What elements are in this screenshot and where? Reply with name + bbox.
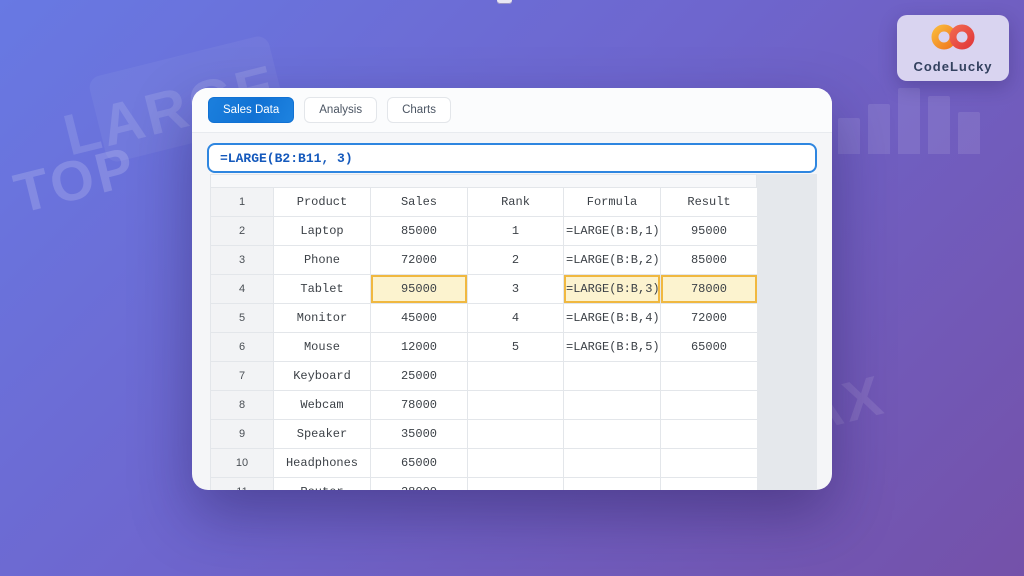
watermark-top: TOP (8, 134, 143, 225)
row-number: 2 (210, 216, 274, 246)
cell[interactable]: 4 (467, 303, 564, 333)
cell[interactable]: 2 (467, 245, 564, 275)
table-row: 8 Webcam 78000 (210, 390, 758, 420)
clipped-header-row: Product Sales Rank Formula Result (210, 174, 757, 187)
cell[interactable] (563, 361, 661, 391)
row-number: 8 (210, 390, 274, 420)
table-row: 1 Product Sales Rank Formula Result (210, 187, 758, 217)
cell[interactable]: Laptop (273, 216, 371, 246)
cell[interactable]: Formula (563, 187, 661, 217)
sheet-area: Product Sales Rank Formula Result 1 Prod… (210, 174, 817, 490)
cell[interactable] (660, 390, 758, 420)
cell[interactable]: 78000 (660, 274, 758, 304)
cell[interactable] (467, 477, 564, 490)
cell[interactable]: =LARGE(B:B,4) (563, 303, 661, 333)
cell[interactable]: Speaker (273, 419, 371, 449)
row-number: 5 (210, 303, 274, 333)
cell[interactable]: Keyboard (273, 361, 371, 391)
cell[interactable] (660, 361, 758, 391)
cell[interactable] (660, 419, 758, 449)
cell[interactable]: Product (273, 187, 371, 217)
cell[interactable]: Router (273, 477, 371, 490)
row-number: 6 (210, 332, 274, 362)
table-row: 2 Laptop 85000 1 =LARGE(B:B,1) 95000 (210, 216, 758, 246)
clipped-title-fragment (497, 0, 512, 4)
cell[interactable] (563, 448, 661, 478)
table-row: 5 Monitor 45000 4 =LARGE(B:B,4) 72000 (210, 303, 758, 333)
spreadsheet-table: Product Sales Rank Formula Result 1 Prod… (210, 174, 758, 490)
table-row: 9 Speaker 35000 (210, 419, 758, 449)
cell[interactable]: Monitor (273, 303, 371, 333)
cell[interactable] (467, 448, 564, 478)
cell[interactable] (660, 448, 758, 478)
formula-bar-input[interactable]: =LARGE(B2:B11, 3) (207, 143, 817, 173)
cell[interactable] (467, 419, 564, 449)
table-row: 6 Mouse 12000 5 =LARGE(B:B,5) 65000 (210, 332, 758, 362)
spreadsheet-card: Sales Data Analysis Charts =LARGE(B2:B11… (192, 88, 832, 490)
cell[interactable] (660, 477, 758, 490)
cell[interactable]: 12000 (370, 332, 468, 362)
cell[interactable]: 85000 (660, 245, 758, 275)
cell[interactable]: 95000 (370, 274, 468, 304)
cell[interactable]: 35000 (370, 419, 468, 449)
cell[interactable]: Tablet (273, 274, 371, 304)
cell[interactable]: Sales (370, 187, 468, 217)
brand-name: CodeLucky (913, 59, 993, 74)
cell[interactable]: =LARGE(B:B,3) (563, 274, 661, 304)
tab-sales-data[interactable]: Sales Data (208, 97, 295, 123)
infinity-icon (924, 22, 982, 57)
row-number: 4 (210, 274, 274, 304)
row-number: 10 (210, 448, 274, 478)
cell[interactable]: 65000 (370, 448, 468, 478)
cell[interactable]: 72000 (370, 245, 468, 275)
cell[interactable]: 45000 (370, 303, 468, 333)
row-number: 11 (210, 477, 274, 490)
cell[interactable]: 5 (467, 332, 564, 362)
cell[interactable]: Mouse (273, 332, 371, 362)
sheet-body: 1 Product Sales Rank Formula Result 2 La… (210, 187, 758, 490)
cell[interactable]: =LARGE(B:B,2) (563, 245, 661, 275)
cell[interactable]: Phone (273, 245, 371, 275)
cell[interactable]: Rank (467, 187, 564, 217)
cell[interactable]: Result (660, 187, 758, 217)
cell[interactable]: 95000 (660, 216, 758, 246)
bar-chart-icon (838, 88, 980, 154)
cell[interactable]: 3 (467, 274, 564, 304)
cell[interactable]: =LARGE(B:B,5) (563, 332, 661, 362)
cell[interactable]: 78000 (370, 390, 468, 420)
table-row: 11 Router 28000 (210, 477, 758, 490)
tab-analysis[interactable]: Analysis (304, 97, 378, 123)
row-number: 7 (210, 361, 274, 391)
cell[interactable] (563, 390, 661, 420)
tab-bar: Sales Data Analysis Charts (192, 88, 832, 133)
sheet-empty-area (757, 174, 817, 490)
cell[interactable]: Webcam (273, 390, 371, 420)
cell[interactable]: 28000 (370, 477, 468, 490)
table-row: 10 Headphones 65000 (210, 448, 758, 478)
brand-badge: CodeLucky (897, 15, 1009, 81)
cell[interactable]: 25000 (370, 361, 468, 391)
cell[interactable] (467, 361, 564, 391)
cell[interactable]: =LARGE(B:B,1) (563, 216, 661, 246)
table-row: 3 Phone 72000 2 =LARGE(B:B,2) 85000 (210, 245, 758, 275)
cell[interactable]: 85000 (370, 216, 468, 246)
table-row: 7 Keyboard 25000 (210, 361, 758, 391)
cell[interactable]: 1 (467, 216, 564, 246)
cell[interactable] (563, 477, 661, 490)
row-number: 9 (210, 419, 274, 449)
cell[interactable] (467, 390, 564, 420)
tab-charts[interactable]: Charts (387, 97, 451, 123)
row-number: 1 (210, 187, 274, 217)
table-row: 4 Tablet 95000 3 =LARGE(B:B,3) 78000 (210, 274, 758, 304)
row-number: 3 (210, 245, 274, 275)
cell[interactable]: 65000 (660, 332, 758, 362)
cell[interactable]: Headphones (273, 448, 371, 478)
cell[interactable]: 72000 (660, 303, 758, 333)
cell[interactable] (563, 419, 661, 449)
